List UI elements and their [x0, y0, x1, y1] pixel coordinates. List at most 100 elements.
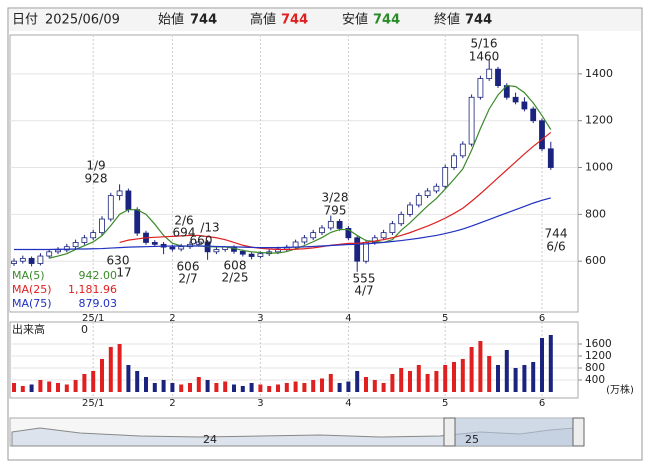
candle-body — [521, 101, 528, 110]
volume-bar — [522, 364, 527, 392]
candle-body — [195, 241, 202, 245]
candle-body — [81, 237, 88, 243]
annotation: 2/25 — [222, 271, 249, 285]
candle-body — [19, 257, 26, 262]
header-label: 高値 — [250, 12, 276, 28]
candle-body — [407, 204, 413, 215]
volume-title: 出来高 — [12, 322, 45, 336]
annotation: 5/16 — [471, 37, 498, 51]
legend-label: MA(25) — [12, 283, 52, 296]
candle-body — [310, 232, 317, 239]
x-tick-label: 6 — [539, 398, 545, 409]
y-tick-label: 400 — [585, 374, 605, 386]
volume-bar — [117, 343, 122, 392]
header-bar — [9, 9, 641, 31]
volume-bar — [267, 385, 272, 392]
volume-bar — [452, 361, 456, 392]
volume-bar — [364, 376, 368, 392]
volume-bar — [513, 367, 518, 392]
volume-bar — [425, 373, 430, 392]
volume-bar — [64, 384, 69, 392]
volume-bar — [240, 385, 245, 392]
annotation: 3/28 — [322, 191, 349, 205]
volume-bar — [372, 379, 377, 392]
volume-bar — [12, 382, 16, 392]
x-tick-label: 3 — [257, 313, 263, 324]
volume-bar — [284, 382, 289, 392]
candle-body — [319, 227, 325, 234]
navigator-handle[interactable] — [572, 417, 585, 447]
header-label: 始値 — [158, 12, 184, 28]
volume-bar — [276, 384, 280, 392]
candle-body — [336, 220, 343, 229]
y-tick-label: 800 — [585, 207, 606, 220]
volume-bar — [232, 384, 236, 392]
candle-body — [11, 260, 17, 264]
candle-body — [239, 250, 246, 255]
header-value: 744 — [190, 13, 217, 28]
candle-body — [512, 96, 519, 103]
annotation: 2/6 — [174, 214, 193, 228]
candle-body — [486, 68, 493, 79]
navigator-handle[interactable] — [443, 417, 456, 447]
legend-label: MA(5) — [12, 269, 45, 282]
volume-bar — [548, 334, 553, 392]
candle-body — [28, 257, 35, 264]
volume-bar — [179, 384, 184, 392]
annotation: 660 — [190, 234, 213, 248]
volume-bar — [144, 376, 148, 392]
volume-zero-label: 0 — [81, 323, 88, 336]
volume-bar — [223, 381, 228, 392]
candle-body — [477, 78, 484, 98]
x-tick-label: 25/1 — [82, 313, 104, 324]
navigator-window[interactable] — [446, 418, 578, 446]
volume-bar — [496, 364, 500, 392]
x-tick-label: 5 — [442, 313, 448, 324]
annotation: 606 — [177, 260, 200, 274]
candle-body — [116, 190, 123, 197]
volume-bar — [161, 379, 166, 392]
candle-body — [398, 213, 405, 225]
volume-bar — [152, 382, 157, 392]
candle-body — [63, 246, 70, 251]
annotation: 555 — [353, 272, 376, 286]
header-value: 744 — [281, 13, 308, 28]
volume-bar — [416, 364, 421, 392]
candle-body — [169, 246, 176, 250]
candle-body — [459, 143, 466, 157]
x-tick-label: 25/1 — [82, 398, 104, 409]
volume-bar — [126, 364, 131, 392]
volume-bar — [504, 349, 509, 392]
candle-body — [468, 96, 475, 145]
volume-bar — [293, 381, 298, 392]
candle-body — [380, 232, 387, 239]
volume-bar — [478, 340, 483, 392]
annotation: 2/7 — [178, 272, 197, 286]
volume-bar — [56, 382, 60, 392]
navigator-label: 24 — [203, 433, 217, 446]
candle-body — [495, 68, 501, 86]
volume-bar — [434, 370, 439, 392]
annotation: /13 — [200, 221, 219, 235]
candle-body — [107, 195, 114, 220]
candle-body — [547, 148, 554, 168]
candle-body — [539, 120, 545, 150]
annotation: 928 — [85, 172, 108, 186]
volume-bar — [487, 355, 492, 392]
annotation: 608 — [224, 259, 247, 273]
volume-bar — [355, 370, 360, 392]
annotation: 1/9 — [86, 159, 105, 173]
ma-legend-box — [10, 268, 118, 311]
legend-label: MA(75) — [12, 297, 52, 310]
header-value: 744 — [465, 13, 492, 28]
volume-bar — [460, 358, 465, 392]
volume-bar — [73, 379, 78, 392]
volume-bar — [443, 364, 448, 392]
candle-body — [451, 155, 457, 168]
volume-bar — [29, 384, 34, 392]
volume-bar — [82, 373, 87, 392]
y-tick-label: 1000 — [585, 161, 613, 174]
y-tick-label: 600 — [585, 254, 606, 267]
price-panel — [9, 34, 579, 313]
